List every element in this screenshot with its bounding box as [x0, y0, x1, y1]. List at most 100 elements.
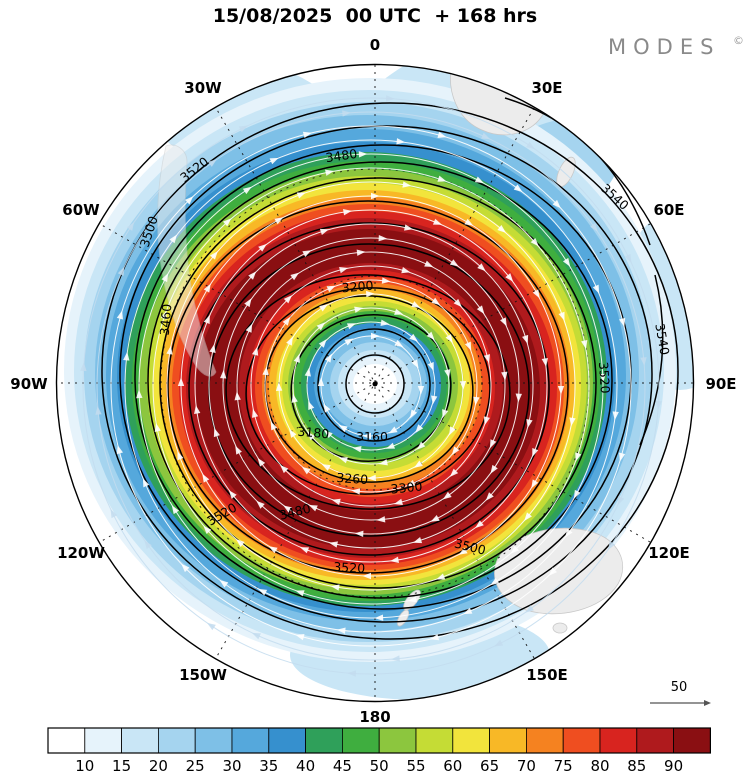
- contour-line: [225, 274, 511, 510]
- streamline-arrowhead: [235, 445, 242, 455]
- streamline: [222, 237, 520, 535]
- streamline-arrowhead: [474, 176, 484, 184]
- modes-logo: MODES: [608, 35, 720, 59]
- streamline-arrowhead: [612, 411, 619, 421]
- wind-streamlines: [80, 95, 662, 677]
- colorbar-cell: [194, 727, 233, 754]
- streamline-arrowhead: [590, 223, 598, 232]
- streamline-arrowhead: [581, 340, 588, 350]
- colorbar-tick-label: 90: [664, 757, 683, 775]
- streamline-arrowhead: [283, 505, 293, 513]
- streamline-arrowhead: [500, 317, 507, 327]
- streamline-arrowhead: [385, 442, 396, 449]
- streamline-arrowhead: [213, 428, 220, 438]
- streamline-arrowhead: [318, 339, 327, 348]
- colorbar-cell: [673, 727, 711, 754]
- lon-label-90w: 90W: [10, 375, 48, 393]
- contour-label: 3180: [297, 424, 330, 442]
- contour-label: 3500: [453, 536, 488, 558]
- streamline-arrowhead: [331, 498, 341, 505]
- colorbar-tick-label: 10: [75, 757, 94, 775]
- streamline-arrowhead: [326, 285, 336, 293]
- streamline-arrowhead: [427, 361, 434, 372]
- streamline-arrowhead: [301, 466, 311, 475]
- streamline-arrowhead: [453, 298, 462, 308]
- streamline-arrowhead: [430, 515, 440, 522]
- lon-label-180: 180: [359, 708, 390, 726]
- meridian-line: [99, 223, 651, 543]
- streamline-arrowhead: [376, 516, 386, 523]
- streamline-arrowhead: [252, 408, 259, 418]
- streamline-arrowhead: [256, 500, 265, 509]
- colorbar-frame: [47, 727, 712, 754]
- streamline-arrowhead: [354, 530, 364, 537]
- streamline-arrowhead: [464, 218, 474, 226]
- lon-label-60e: 60E: [653, 201, 684, 219]
- streamline-arrowhead: [459, 381, 467, 390]
- colorbar-tick-label: 35: [259, 757, 278, 775]
- streamline-arrowhead: [290, 272, 300, 281]
- colorbar-tick-label: 55: [406, 757, 425, 775]
- streamline-arrowhead: [252, 346, 259, 356]
- streamline-arrowhead: [413, 460, 423, 468]
- streamline-arrowhead: [307, 431, 316, 441]
- streamline-arrowhead: [324, 430, 333, 439]
- streamline-arrowhead: [381, 277, 391, 284]
- streamline-arrowhead: [431, 297, 441, 306]
- streamline: [166, 181, 576, 591]
- colorbar-cell: [452, 727, 490, 754]
- streamline: [306, 321, 436, 451]
- streamline-arrowhead: [142, 478, 150, 488]
- streamline-arrowhead: [209, 343, 216, 353]
- streamline-arrowhead: [380, 319, 390, 326]
- streamline-arrowhead: [394, 308, 404, 315]
- colorbar-tick-label: 70: [517, 757, 536, 775]
- contour-label: 3480: [278, 500, 313, 522]
- streamline-arrowhead: [432, 218, 443, 225]
- streamline-arrowhead: [304, 367, 311, 377]
- streamline-arrowhead: [275, 382, 283, 391]
- streamline-arrowhead: [283, 295, 293, 304]
- streamline-arrowhead: [436, 573, 446, 580]
- streamline-arrowhead: [308, 504, 318, 512]
- streamline-arrowhead: [530, 237, 539, 247]
- streamline-arrowhead: [483, 416, 490, 426]
- streamline-arrowhead: [171, 505, 180, 515]
- streamline-arrowhead: [406, 479, 416, 487]
- height-contours: [101, 97, 679, 640]
- streamline-arrowhead: [358, 151, 368, 158]
- streamline-arrowhead: [202, 473, 210, 483]
- colorbar-tick-label: 85: [627, 757, 646, 775]
- streamline-arrowhead: [248, 271, 257, 280]
- lon-label-60w: 60W: [62, 201, 100, 219]
- streamline-arrowhead: [362, 572, 371, 580]
- streamline-arrowhead: [562, 257, 571, 267]
- streamline-arrowhead: [338, 457, 348, 464]
- streamline-arrowhead: [362, 432, 371, 440]
- streamline-arrowhead: [619, 317, 626, 327]
- colorbar-cell: [526, 727, 564, 754]
- streamline-arrowhead: [391, 655, 400, 662]
- streamline-arrowhead: [404, 224, 414, 231]
- streamline: [236, 251, 506, 521]
- contour-label: 3300: [390, 478, 423, 496]
- streamline-arrowhead: [525, 605, 534, 613]
- streamline-arrowhead: [548, 567, 558, 576]
- streamline-arrowhead: [321, 464, 331, 471]
- streamline-arrowhead: [177, 451, 184, 461]
- streamline: [124, 139, 618, 633]
- streamline-arrowhead: [203, 314, 210, 325]
- streamline-arrowhead: [293, 353, 300, 363]
- streamline-arrowhead: [431, 395, 438, 405]
- streamline-arrowhead: [262, 366, 269, 376]
- lon-label-30w: 30W: [184, 79, 222, 97]
- streamline-arrowhead: [346, 323, 357, 330]
- contour-line: [317, 328, 431, 442]
- streamline-arrowhead: [378, 235, 388, 242]
- streamline: [138, 153, 604, 619]
- contour-line: [147, 161, 613, 599]
- streamline-arrowhead: [268, 546, 278, 554]
- streamline: [250, 265, 492, 507]
- streamline-arrowhead: [526, 141, 536, 150]
